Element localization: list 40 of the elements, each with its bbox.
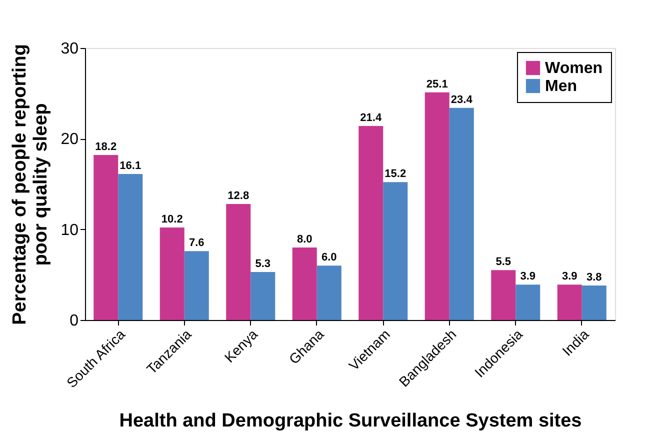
x-axis-title: Health and Demographic Surveillance System sites xyxy=(119,410,582,432)
bar xyxy=(94,154,118,320)
bar xyxy=(516,284,540,320)
data-label: 18.2 xyxy=(95,140,117,153)
data-label: 3.9 xyxy=(520,270,536,283)
bar xyxy=(118,174,143,320)
data-label: 5.5 xyxy=(496,256,512,268)
data-label: 7.6 xyxy=(188,237,204,250)
data-label: 23.4 xyxy=(450,94,474,106)
bar xyxy=(557,284,582,320)
bar xyxy=(184,251,209,320)
data-label: 3.8 xyxy=(586,272,602,284)
y-axis-title: Percentage of people reporting poor quality sleep xyxy=(10,44,52,325)
bar xyxy=(160,228,184,320)
bar xyxy=(449,108,474,320)
y-tick-label: 20 xyxy=(60,131,79,148)
bar xyxy=(582,286,606,320)
bar xyxy=(316,266,342,320)
legend-label: Men xyxy=(545,78,577,95)
bar xyxy=(226,204,251,320)
legend-label: Women xyxy=(545,60,602,77)
data-label: 5.3 xyxy=(255,258,271,270)
data-label: 6.0 xyxy=(321,252,337,264)
bar xyxy=(383,182,408,320)
data-label: 21.4 xyxy=(360,112,382,124)
y-tick-label: 30 xyxy=(60,40,79,58)
y-tick-label: 10 xyxy=(60,222,79,239)
bar xyxy=(491,270,516,320)
data-label: 15.2 xyxy=(384,168,406,180)
data-label: 25.1 xyxy=(426,78,448,90)
bar xyxy=(424,92,450,320)
y-tick-label: 0 xyxy=(70,312,79,330)
data-label: 8.0 xyxy=(296,233,312,246)
data-label: 10.2 xyxy=(161,214,183,226)
data-label: 16.1 xyxy=(120,160,142,172)
data-label: 3.9 xyxy=(562,270,578,283)
bar xyxy=(358,126,384,320)
bar xyxy=(292,247,317,320)
bar xyxy=(250,272,276,320)
data-label: 12.8 xyxy=(228,190,250,202)
